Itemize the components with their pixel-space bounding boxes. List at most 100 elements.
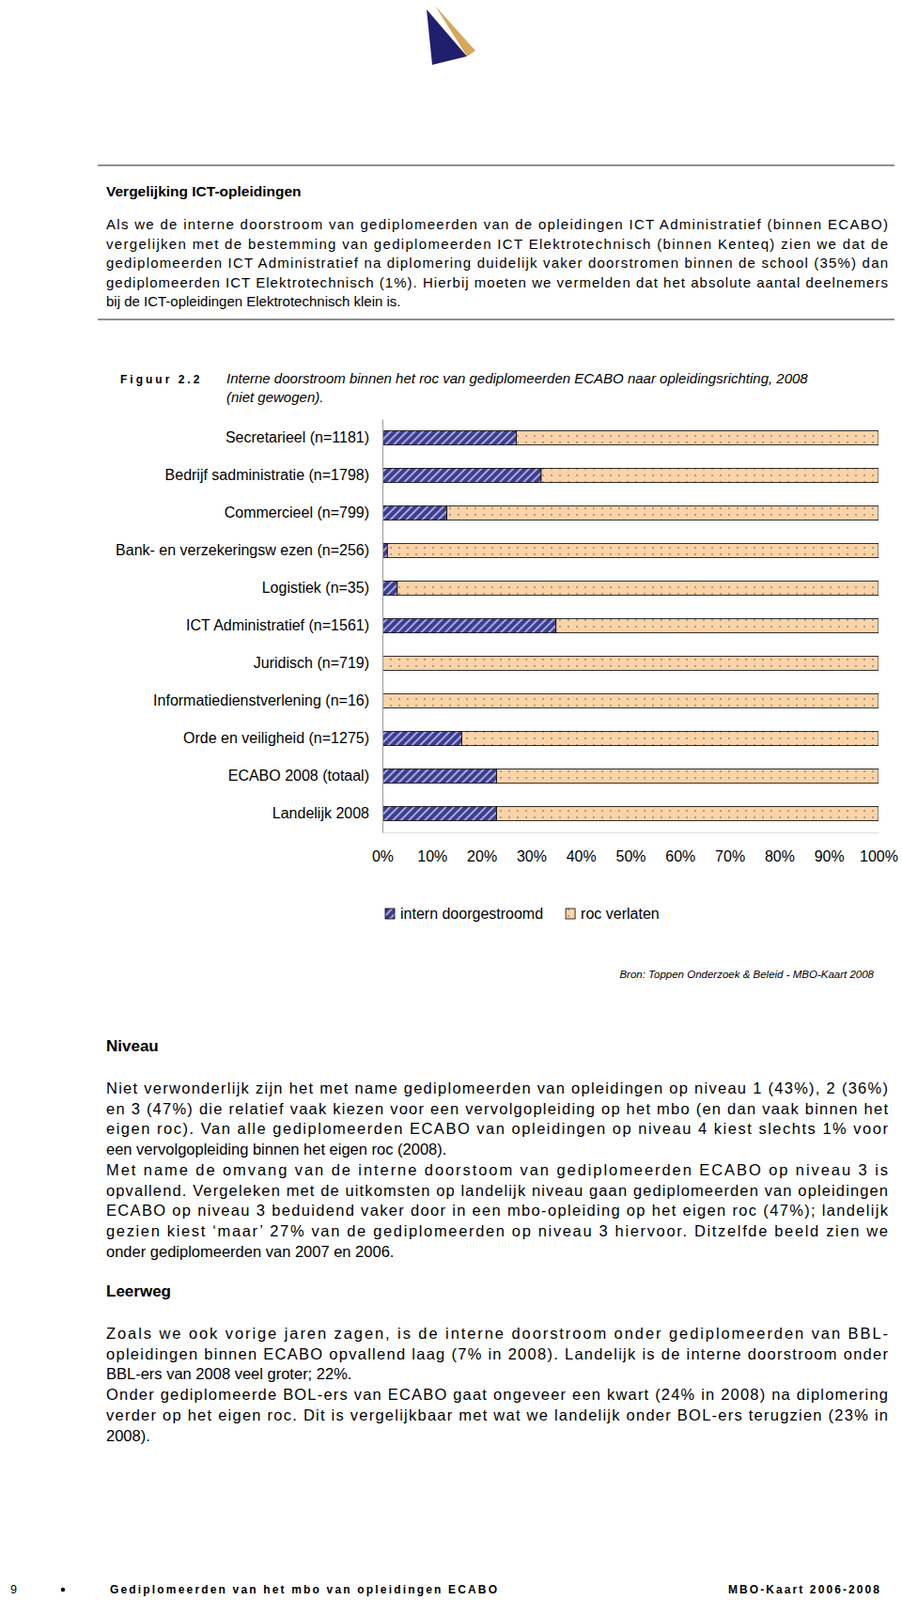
paragraph: Als we de interne doorstroom van gediplo…: [106, 216, 888, 310]
category-label: ICT Administratief (n=1561): [186, 617, 370, 634]
category-label: Secretarieel (n=1181): [225, 429, 370, 446]
tick: 0%: [372, 832, 394, 865]
text-line: en 3 (47%) die relatief vaak kiezen voor…: [106, 1100, 888, 1118]
tick: 70%: [715, 832, 746, 865]
category-label: ECABO 2008 (totaal): [228, 767, 370, 784]
tick: 80%: [764, 832, 795, 865]
tick-label: 90%: [814, 848, 845, 865]
logo-front: [426, 9, 467, 65]
tick: Logistiek (n=35): [262, 579, 383, 596]
footer-right: MBO-Kaart 2006-2008: [728, 1583, 880, 1597]
tick-label: 40%: [566, 848, 597, 865]
legend-swatch: [385, 908, 395, 919]
tick: Bedrijf sadministratie (n=1798): [165, 466, 383, 483]
page: Vergelijking ICT-opleidingen Als we de in…: [0, 0, 902, 1600]
tick: 20%: [466, 832, 498, 865]
tick-label: 80%: [764, 848, 795, 865]
figure-caption: (niet gewogen).: [226, 388, 324, 405]
category-label: Juridisch (n=719): [253, 654, 370, 671]
text-line: eigen roc). Van alle gediplomeerden ECAB…: [106, 1119, 888, 1137]
tick-label: 20%: [466, 848, 498, 865]
bar: [496, 806, 879, 821]
text-line: ECABO op niveau 3 beduidend vaker door i…: [106, 1201, 889, 1219]
category-label: Commercieel (n=799): [224, 504, 370, 521]
page-number: 9: [10, 1583, 17, 1597]
rule-bottom: [97, 318, 895, 320]
text-line: BBL-ers van 2008 veel groter; 22%.: [106, 1365, 352, 1383]
tick-label: 60%: [665, 848, 696, 865]
bar: [382, 730, 462, 746]
bar: [461, 730, 879, 746]
text-line: bij de ICT-opleidingen Elektrotechnisch …: [106, 293, 402, 310]
tick: ECABO 2008 (totaal): [228, 767, 383, 784]
section-title: Vergelijking ICT-opleidingen: [106, 183, 302, 200]
bar: [382, 768, 497, 783]
text-line: Zoals we ook vorige jaren zagen, is de i…: [106, 1324, 888, 1342]
tick: Orde en veiligheid (n=1275): [183, 730, 383, 747]
bar: [447, 505, 879, 520]
bar: [397, 580, 879, 595]
text-line: Onder gediplomeerde BOL-ers van ECABO ga…: [106, 1385, 888, 1403]
tick: Juridisch (n=719): [253, 654, 383, 671]
text-line: 2008).: [106, 1427, 151, 1445]
bar: [496, 768, 879, 783]
category-label: Bedrijf sadministratie (n=1798): [165, 466, 370, 483]
axis-line: [383, 832, 880, 834]
text-line: opleidingen binnen ECABO opvallend laag …: [106, 1345, 889, 1363]
paragraph: Met name de omvang van de interne doorst…: [106, 1161, 889, 1260]
footer-title: Gediplomeerden van het mbo van opleiding…: [109, 1583, 498, 1597]
category-label: Informatiedienstverlening (n=16): [153, 692, 370, 709]
tick-label: 0%: [372, 848, 394, 865]
category-label: Orde en veiligheid (n=1275): [183, 730, 370, 747]
tick: 60%: [665, 832, 696, 865]
paragraph: Zoals we ook vorige jaren zagen, is de i…: [106, 1324, 889, 1383]
page-canvas: Vergelijking ICT-opleidingen Als we de in…: [0, 0, 902, 1600]
bar: [382, 655, 879, 670]
footer-bullet: [61, 1587, 65, 1592]
legend: intern doorgestroomd roc verlaten: [385, 905, 660, 922]
rule-top: [97, 164, 895, 166]
bar: [541, 467, 879, 483]
tick: ICT Administratief (n=1561): [186, 617, 383, 634]
section-title: Niveau: [106, 1037, 159, 1056]
tick: Secretarieel (n=1181): [225, 429, 383, 446]
text-line: Niet verwonderlijk zijn het met name ged…: [106, 1079, 888, 1097]
logo: [426, 5, 476, 65]
tick: 100%: [859, 832, 899, 865]
text-line: een vervolgopleiding binnen het eigen ro…: [106, 1140, 447, 1158]
tick-label: 10%: [417, 848, 448, 865]
section-title: Leerweg: [106, 1282, 172, 1301]
bar: [382, 430, 517, 445]
tick: Commercieel (n=799): [224, 504, 383, 521]
tick: Informatiedienstverlening (n=16): [153, 692, 383, 709]
tick: 30%: [516, 832, 547, 865]
figure-label: Figuur 2.2: [120, 373, 203, 387]
category-label: Bank- en verzekeringsw ezen (n=256): [115, 542, 370, 559]
bar: [382, 618, 557, 633]
footer: 9 Gediplomeerden van het mbo van opleidin…: [10, 1583, 880, 1597]
tick-label: 100%: [859, 848, 899, 865]
tick-label: 50%: [615, 848, 646, 865]
bar: [387, 543, 879, 558]
tick: 10%: [417, 832, 448, 865]
y-axis: Secretarieel (n=1181) Bedrijf sadministra…: [115, 419, 383, 834]
series-0: [382, 430, 557, 821]
legend-label: intern doorgestroomd: [400, 905, 544, 922]
tick: Bank- en verzekeringsw ezen (n=256): [115, 542, 383, 559]
tick: 90%: [814, 832, 845, 865]
text-line: gediplomeerden ICT Elektrotechnisch (1%)…: [106, 274, 888, 291]
text-line: opvallend. Vergeleken met de uitkomsten …: [106, 1181, 888, 1199]
bar: [382, 580, 398, 595]
bars: [382, 430, 879, 821]
category-label: Landelijk 2008: [272, 805, 370, 822]
bar: [516, 430, 879, 445]
tick: 40%: [566, 832, 597, 865]
figure-caption: Interne doorstroom binnen het roc van ge…: [226, 370, 809, 387]
bar: [382, 467, 542, 483]
tick: Landelijk 2008: [272, 805, 383, 822]
bar: [382, 693, 879, 708]
text-line: Als we de interne doorstroom van gediplo…: [106, 216, 888, 233]
text-line: verder op het eigen roc. Dit is vergelij…: [106, 1406, 888, 1424]
legend-label: roc verlaten: [580, 905, 660, 922]
tick: 50%: [615, 832, 646, 865]
